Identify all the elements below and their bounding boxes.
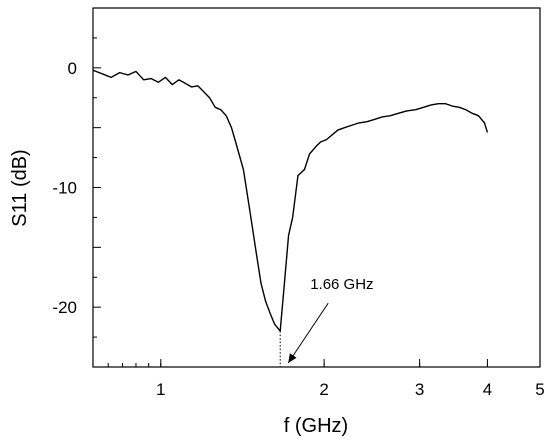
annotation-label: 1.66 GHz — [310, 276, 373, 293]
x-tick-label: 3 — [415, 380, 424, 399]
y-axis-label: S11 (dB) — [9, 149, 31, 226]
x-tick-label: 2 — [319, 380, 328, 399]
series-line — [92, 69, 489, 332]
series-layer — [92, 69, 489, 332]
annotation-layer: 1.66 GHz — [279, 276, 374, 367]
plot-frame — [92, 7, 541, 368]
y-tick-label: -20 — [52, 298, 77, 317]
y-tick-label: -10 — [52, 179, 77, 198]
x-tick-label: 1 — [156, 380, 165, 399]
axes-layer: 0 -10 -20 1 2 3 4 5 — [52, 7, 545, 399]
x-axis-label: f (GHz) — [284, 415, 348, 437]
x-tick-label: 4 — [483, 380, 492, 399]
x-tick-label: 5 — [535, 380, 544, 399]
y-tick-label: 0 — [68, 59, 77, 78]
annotation-arrow-line — [287, 302, 329, 364]
annotation-arrow-head — [288, 353, 297, 363]
